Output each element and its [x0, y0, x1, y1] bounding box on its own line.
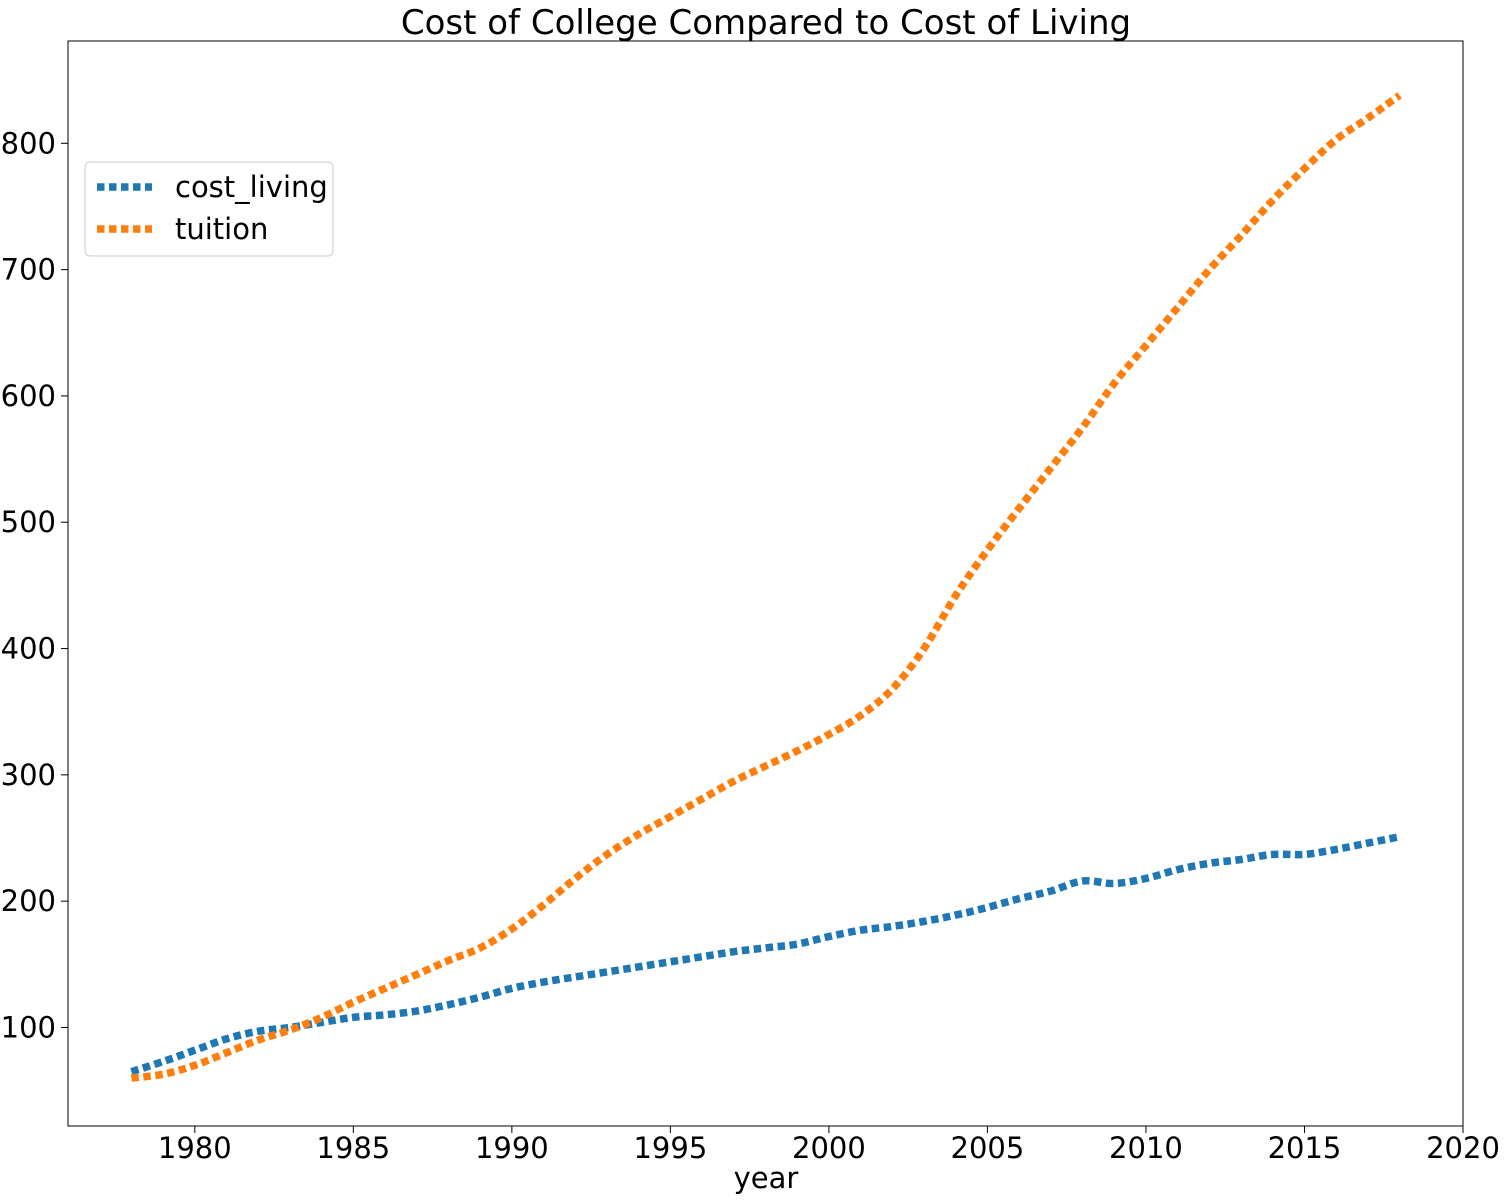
x-tick-label: 2015 [1268, 1131, 1342, 1165]
x-tick-label: 1980 [158, 1131, 232, 1165]
y-tick-label: 100 [1, 1010, 56, 1044]
x-tick-label: 1985 [316, 1131, 390, 1165]
plot-area [67, 40, 1464, 1127]
y-tick-label: 800 [1, 126, 56, 160]
y-tick-label: 200 [1, 884, 56, 918]
chart-title: Cost of College Compared to Cost of Livi… [401, 3, 1131, 43]
y-tick-label: 500 [1, 505, 56, 539]
x-tick-label: 1995 [633, 1131, 707, 1165]
y-axis-ticks: 100 200 300 400 500 600 700 800 [1, 126, 68, 1044]
series-line-cost_living [130, 833, 1401, 1076]
x-tick-label: 2005 [951, 1131, 1025, 1165]
x-tick-label: 2010 [1109, 1131, 1183, 1165]
x-axis-ticks: 1980 1985 1990 1995 2000 2005 2010 2015 2020 [158, 1126, 1500, 1165]
y-tick-label: 600 [1, 379, 56, 413]
x-tick-label: 2000 [792, 1131, 866, 1165]
y-tick-label: 300 [1, 758, 56, 792]
series-line-tuition [130, 92, 1402, 1082]
legend-label-cost_living: cost_living [175, 170, 328, 204]
x-axis-label: year [734, 1161, 799, 1195]
series-layer [130, 92, 1402, 1082]
y-tick-label: 700 [1, 253, 56, 287]
x-tick-label: 1990 [475, 1131, 549, 1165]
y-tick-label: 400 [1, 632, 56, 666]
legend-label-tuition: tuition [175, 212, 268, 246]
x-tick-label: 2020 [1426, 1131, 1500, 1165]
